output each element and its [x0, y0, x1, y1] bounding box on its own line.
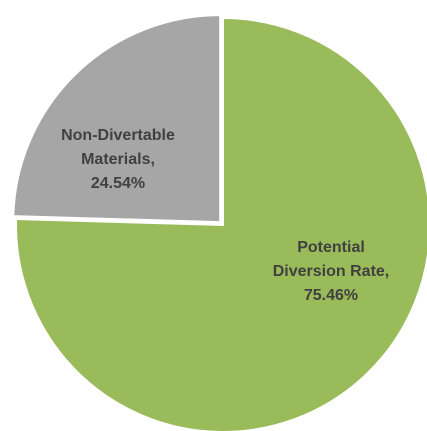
pie-data-label-line: Non-Divertable [61, 127, 175, 144]
pie-data-label-line: 24.54% [91, 175, 145, 192]
pie-data-label-line: Diversion Rate, [273, 263, 389, 280]
pie-data-label-line: 75.46% [304, 287, 358, 304]
pie-slices [13, 15, 427, 431]
pie-data-label-line: Materials, [81, 151, 155, 168]
pie-data-label-line: Potential [297, 239, 365, 256]
